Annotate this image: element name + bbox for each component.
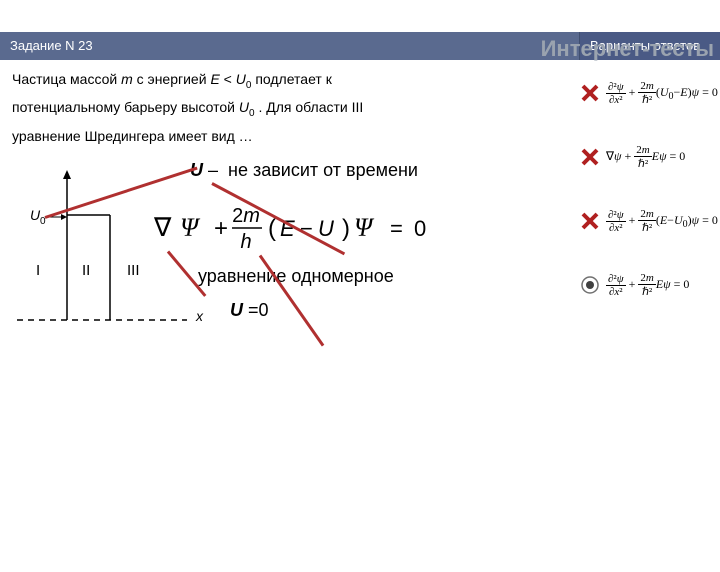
svg-text:+: +	[214, 215, 228, 242]
cross-icon	[580, 147, 600, 167]
svg-text:=: =	[390, 216, 403, 241]
answer-4-eq: ∂²ψ∂x² + 2mℏ²Eψ = 0	[606, 272, 689, 298]
svg-text:II: II	[82, 262, 90, 279]
overlay-line1: U – не зависит от времени	[190, 160, 418, 181]
svg-text:∇: ∇	[153, 213, 172, 242]
question-area: Частица массой m с энергией E < U0 подле…	[0, 60, 580, 298]
overlay-line3: U =0	[230, 300, 269, 321]
question-line2: потенциальному барьеру высотой U0 . Для …	[12, 98, 568, 120]
svg-text:0: 0	[414, 216, 426, 241]
overlay-annotations: U – не зависит от времени ∇ Ψ + 2m h ( E…	[150, 160, 560, 330]
content-row: Частица массой m с энергией E < U0 подле…	[0, 60, 720, 298]
svg-text:Ψ: Ψ	[354, 213, 375, 242]
answer-1-eq: ∂²ψ∂x² + 2mℏ²(U0−E)ψ = 0	[606, 80, 718, 106]
question-line1: Частица массой m с энергией E < U0 подле…	[12, 70, 568, 92]
overlay-line2: уравнение одномерное	[198, 266, 394, 287]
svg-text:): )	[342, 215, 350, 242]
answer-2[interactable]: ∇ψ + 2mℏ²Eψ = 0	[580, 144, 685, 170]
svg-text:III: III	[127, 262, 140, 279]
answer-2-eq: ∇ψ + 2mℏ²Eψ = 0	[606, 144, 685, 170]
answer-3-eq: ∂²ψ∂x² + 2mℏ²(E−U0)ψ = 0	[606, 208, 718, 234]
radio-selected-icon	[580, 275, 600, 295]
x-axis-label: x	[196, 308, 203, 324]
answer-3[interactable]: ∂²ψ∂x² + 2mℏ²(E−U0)ψ = 0	[580, 208, 718, 234]
cross-icon	[580, 211, 600, 231]
question-line3: уравнение Шредингера имеет вид …	[12, 127, 568, 146]
task-header: Задание N 23	[0, 32, 580, 60]
svg-text:h: h	[240, 231, 251, 253]
answer-1[interactable]: ∂²ψ∂x² + 2mℏ²(U0−E)ψ = 0	[580, 80, 718, 106]
svg-text:I: I	[36, 262, 40, 279]
svg-text:U: U	[318, 216, 334, 241]
svg-text:Ψ: Ψ	[180, 213, 201, 242]
answer-4[interactable]: ∂²ψ∂x² + 2mℏ²Eψ = 0	[580, 272, 689, 298]
answers-area: ∂²ψ∂x² + 2mℏ²(U0−E)ψ = 0 ∇ψ + 2mℏ²Eψ = 0…	[580, 60, 720, 298]
watermark: Интернет-тесты	[541, 36, 714, 62]
cross-icon	[580, 83, 600, 103]
